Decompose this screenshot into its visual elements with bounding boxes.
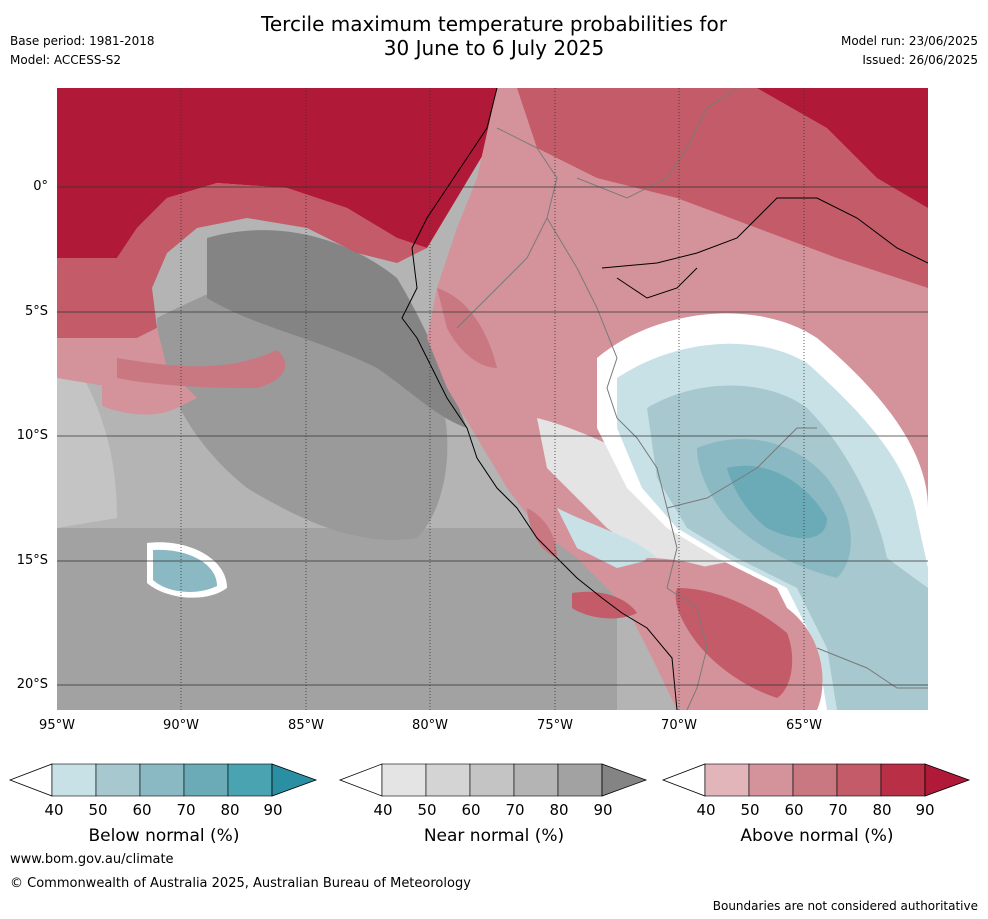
colorbar-cell [513, 763, 559, 797]
model-name: Model: ACCESS-S2 [10, 53, 122, 67]
south-red-core [675, 588, 793, 698]
land-ne-darkred [757, 88, 928, 208]
tick-label: 90 [593, 801, 613, 819]
tick-label: 80 [872, 801, 892, 819]
colorbar-cell [227, 763, 273, 797]
colorbar-below [8, 763, 318, 797]
colorbar-near-title: Near normal (%) [423, 826, 565, 846]
darkest-grey-core [207, 230, 467, 428]
probability-map [57, 88, 928, 710]
tick-label: 90 [263, 801, 283, 819]
border-chile-bolivia [666, 587, 708, 710]
lat-label: 5°S [24, 304, 48, 319]
tick-label: 50 [417, 801, 437, 819]
lon-label: 70°W [661, 718, 697, 733]
tick-label: 50 [740, 801, 760, 819]
title-line-2: 30 June to 6 July 2025 [383, 36, 605, 60]
west-red-patch [102, 383, 177, 415]
tick-label: 60 [132, 801, 152, 819]
land-north-red [517, 88, 928, 288]
lat-label: 10°S [16, 428, 48, 443]
colorbar-max-extend [601, 763, 648, 797]
colorbar-cell [139, 763, 185, 797]
border-colombia-venezuela [576, 88, 738, 199]
north-red-core [57, 88, 497, 258]
colorbar-below-title: Below normal (%) [88, 826, 240, 846]
coast-red-patch [437, 288, 497, 368]
model-run: Model run: 23/06/2025 [840, 34, 978, 48]
west-red-tongue [117, 350, 286, 388]
west-grey-band [57, 338, 117, 528]
colorbar-cell [836, 763, 882, 797]
border-peru-brazil [546, 217, 678, 589]
colorbar-near-cells [338, 763, 648, 797]
tick-label: 80 [549, 801, 569, 819]
colorbar-max-extend [924, 763, 971, 797]
colorbar-min-extend [8, 763, 53, 797]
map-title: Tercile maximum temperature probabilitie… [0, 12, 988, 60]
colorbar-cell [381, 763, 427, 797]
colorbar-cell [704, 763, 750, 797]
colorbar-above-cells [661, 763, 971, 797]
colorbar-cell [748, 763, 794, 797]
border-paraguay [816, 647, 928, 689]
tick-label: 40 [373, 801, 393, 819]
colorbar-cell [51, 763, 97, 797]
colorbar-above [661, 763, 971, 797]
tick-label: 50 [88, 801, 108, 819]
north-red-fringe [57, 183, 427, 338]
colorbar-above-title: Above normal (%) [740, 826, 894, 846]
footer-copyright: © Commonwealth of Australia 2025, Austra… [10, 876, 471, 891]
colorbar-cell [880, 763, 926, 797]
colorbar-cell [557, 763, 603, 797]
blue-patch-ocean [153, 549, 217, 592]
blue-region-core [727, 465, 827, 539]
lat-label: 0° [33, 179, 48, 194]
lon-label: 65°W [786, 718, 822, 733]
colorbar-min-extend [661, 763, 706, 797]
footer-url[interactable]: www.bom.gov.au/climate [10, 852, 174, 867]
colorbar-max-extend [271, 763, 318, 797]
lon-label: 95°W [39, 718, 75, 733]
tick-label: 60 [784, 801, 804, 819]
colorbar-cell [792, 763, 838, 797]
footer-note: Boundaries are not considered authoritat… [712, 899, 978, 913]
tick-label: 70 [828, 801, 848, 819]
lon-label: 85°W [288, 718, 324, 733]
lon-label: 90°W [163, 718, 199, 733]
tick-label: 70 [176, 801, 196, 819]
peru-coast-red [527, 508, 557, 558]
colorbar-below-cells [8, 763, 318, 797]
lon-label: 80°W [412, 718, 448, 733]
lat-label: 15°S [16, 553, 48, 568]
colorbar-cell [183, 763, 229, 797]
colorbar-near [338, 763, 648, 797]
river-branch [616, 267, 698, 299]
colorbar-cell [95, 763, 141, 797]
lon-label: 75°W [537, 718, 573, 733]
tick-label: 60 [461, 801, 481, 819]
latitude-lines [57, 186, 928, 686]
tick-label: 70 [505, 801, 525, 819]
tick-label: 90 [915, 801, 935, 819]
colorbar-min-extend [338, 763, 383, 797]
southern-ocean-grey [57, 528, 617, 710]
coastline [401, 88, 678, 710]
tick-label: 40 [44, 801, 64, 819]
title-line-1: Tercile maximum temperature probabilitie… [261, 12, 727, 36]
meta-left: Base period: 1981-2018 Model: ACCESS-S2 [10, 32, 155, 70]
tick-label: 80 [220, 801, 240, 819]
tick-label: 40 [696, 801, 716, 819]
central-blue-strip [557, 508, 657, 568]
colorbar-cell [469, 763, 515, 797]
amazon-river [601, 197, 928, 269]
meta-right: Model run: 23/06/2025 Issued: 26/06/2025 [841, 32, 978, 70]
colorbar-cell [425, 763, 471, 797]
base-period: Base period: 1981-2018 [10, 34, 155, 48]
lat-label: 20°S [16, 677, 48, 692]
issued-date: Issued: 26/06/2025 [862, 53, 978, 67]
